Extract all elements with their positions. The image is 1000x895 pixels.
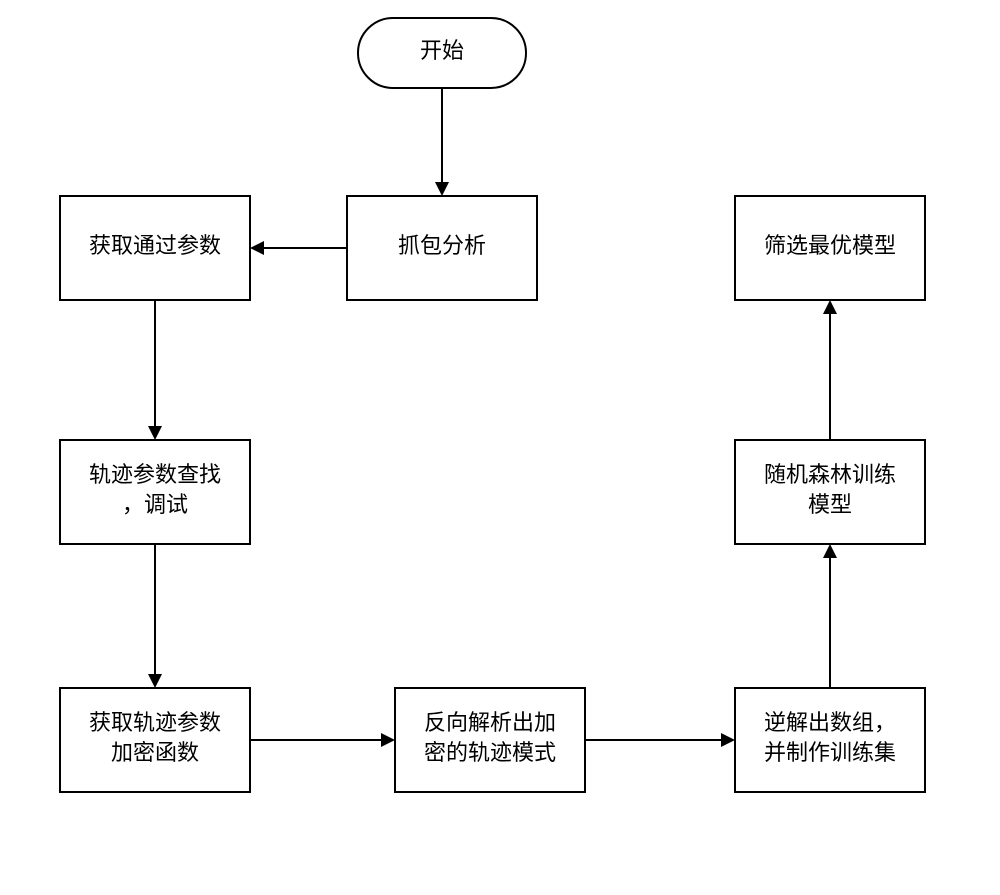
node-rf_train: 随机森林训练模型 bbox=[735, 440, 925, 544]
node-capture-label: 抓包分析 bbox=[398, 233, 486, 258]
node-get_params: 获取通过参数 bbox=[60, 196, 250, 300]
node-traj_lookup-label-1: ，调试 bbox=[122, 492, 188, 517]
arrowhead-start-capture bbox=[435, 182, 449, 196]
node-reverse_parse-label-0: 反向解析出加 bbox=[424, 710, 556, 735]
arrowhead-reverse_parse-inverse_arr bbox=[721, 733, 735, 747]
node-inverse_arr: 逆解出数组， 并制作训练集 bbox=[735, 688, 925, 792]
node-inverse_arr-label-1: 并制作训练集 bbox=[764, 740, 896, 765]
arrowhead-inverse_arr-rf_train bbox=[823, 544, 837, 558]
node-get_encrypt_fn-label-1: 加密函数 bbox=[111, 740, 199, 765]
arrowhead-capture-get_params bbox=[250, 241, 264, 255]
node-select_best: 筛选最优模型 bbox=[735, 196, 925, 300]
node-get_params-label: 获取通过参数 bbox=[89, 233, 221, 258]
node-traj_lookup: 轨迹参数查找 ，调试 bbox=[60, 440, 250, 544]
arrowhead-traj_lookup-get_encrypt_fn bbox=[148, 674, 162, 688]
node-traj_lookup-label-0: 轨迹参数查找 bbox=[89, 462, 221, 487]
edges-layer bbox=[148, 88, 837, 747]
node-start-label: 开始 bbox=[420, 38, 464, 63]
node-reverse_parse-label-1: 密的轨迹模式 bbox=[424, 740, 556, 765]
node-capture: 抓包分析 bbox=[347, 196, 537, 300]
node-get_encrypt_fn-label-0: 获取轨迹参数 bbox=[89, 710, 221, 735]
node-rf_train-label-0: 随机森林训练 bbox=[764, 462, 896, 487]
node-select_best-label: 筛选最优模型 bbox=[764, 233, 896, 258]
node-reverse_parse: 反向解析出加密的轨迹模式 bbox=[395, 688, 585, 792]
arrowhead-get_encrypt_fn-reverse_parse bbox=[381, 733, 395, 747]
arrowhead-rf_train-select_best bbox=[823, 300, 837, 314]
arrowhead-get_params-traj_lookup bbox=[148, 426, 162, 440]
node-inverse_arr-label-0: 逆解出数组， bbox=[764, 710, 896, 735]
nodes-layer: 开始抓包分析 获取通过参数轨迹参数查找 ，调试获取轨迹参数加密函数 反向解析出加密的轨… bbox=[60, 18, 925, 792]
node-start: 开始 bbox=[358, 18, 526, 88]
node-rf_train-label-1: 模型 bbox=[808, 492, 852, 517]
flowchart-canvas: 开始抓包分析 获取通过参数轨迹参数查找 ，调试获取轨迹参数加密函数 反向解析出加密的轨… bbox=[0, 0, 1000, 895]
node-get_encrypt_fn: 获取轨迹参数加密函数 bbox=[60, 688, 250, 792]
